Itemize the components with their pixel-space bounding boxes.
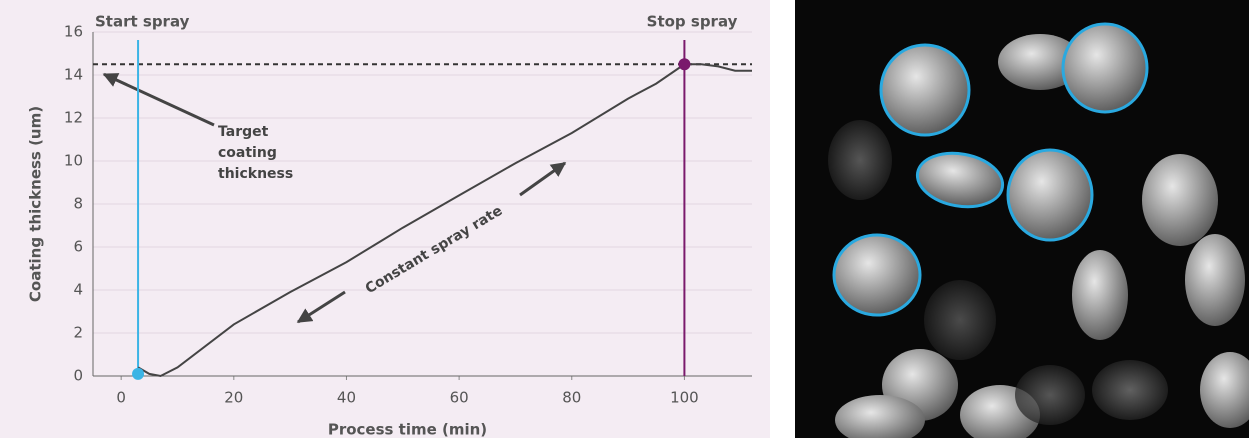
y-tick-label: 10 — [64, 152, 83, 170]
target-label: thickness — [218, 166, 293, 182]
y-tick-label: 8 — [73, 195, 83, 213]
y-axis-label: Coating thickness (um) — [27, 106, 45, 302]
x-tick-label: 40 — [337, 389, 356, 407]
target-label: Target — [218, 124, 269, 140]
target-arrow — [102, 72, 215, 127]
event-point — [132, 367, 145, 380]
rate-arrow-up — [519, 161, 567, 197]
x-tick-label: 20 — [224, 389, 243, 407]
x-tick-label: 80 — [562, 389, 581, 407]
x-tick-label: 60 — [450, 389, 469, 407]
y-tick-label: 2 — [73, 324, 83, 342]
x-tick-label: 100 — [670, 389, 699, 407]
event-point — [678, 58, 691, 71]
y-tick-label: 6 — [73, 238, 83, 256]
y-tick-label: 14 — [64, 66, 83, 84]
event-label: Stop spray — [647, 13, 738, 31]
y-tick-label: 16 — [64, 23, 83, 41]
chart-background — [0, 0, 770, 438]
y-tick-label: 12 — [64, 109, 83, 127]
event-label: Start spray — [95, 13, 190, 31]
x-tick-label: 0 — [116, 389, 126, 407]
rate-arrow-down — [296, 290, 346, 324]
target-label: coating — [218, 145, 277, 161]
tablet-photo — [795, 0, 1249, 438]
y-tick-label: 0 — [73, 367, 83, 385]
data-line — [137, 63, 752, 378]
x-axis-label: Process time (min) — [328, 421, 487, 438]
y-tick-label: 4 — [73, 281, 83, 299]
